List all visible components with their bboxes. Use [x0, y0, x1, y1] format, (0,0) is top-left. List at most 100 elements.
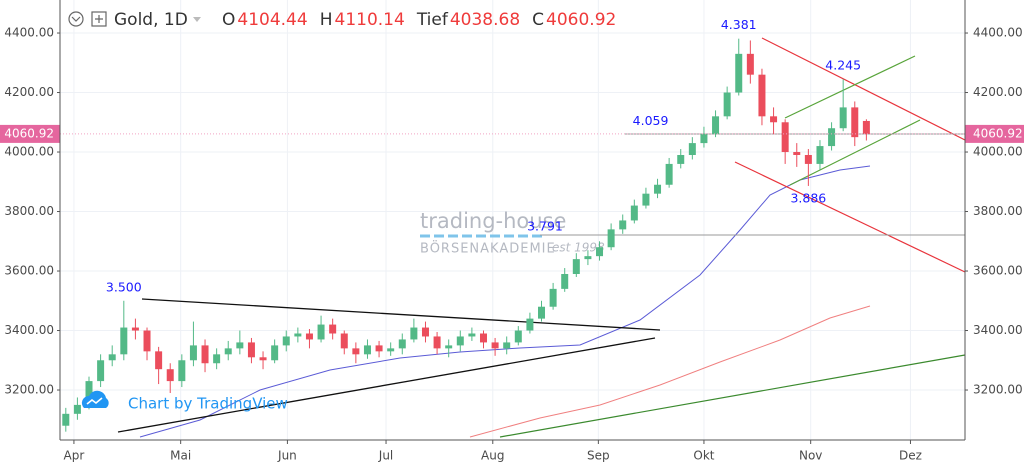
candle-body	[73, 404, 81, 414]
x-tick-label: Jun	[277, 449, 297, 463]
candle-body	[479, 333, 487, 343]
icon-collapse[interactable]	[68, 11, 84, 27]
candle-body	[816, 146, 824, 164]
candle-body	[305, 333, 313, 340]
candle-body	[607, 229, 615, 248]
candle-body	[491, 342, 499, 349]
candle-body	[839, 107, 847, 129]
y-tick-label: 3400.00	[4, 323, 54, 337]
candle-body	[340, 333, 348, 349]
x-tick-label: Jul	[378, 449, 393, 463]
candle-body	[862, 120, 870, 134]
candle-body	[282, 336, 290, 346]
candle-body	[561, 273, 569, 289]
x-tick-label: Dez	[899, 449, 922, 463]
icon-compare[interactable]	[91, 11, 107, 27]
candle-body	[619, 220, 627, 230]
watermark-brand: trading-house	[420, 209, 566, 233]
overlay: 4060.92 4060.92 3.500 4.381 4.245 3.886 4.059 3…	[0, 17, 1024, 294]
ohlc-value: 4104.44	[237, 10, 307, 30]
candle-body	[421, 327, 429, 337]
candles	[62, 38, 870, 432]
ohlc-key: C	[532, 10, 544, 30]
candle-body	[677, 154, 685, 164]
candle-body	[700, 134, 708, 144]
ohlc-key: Tief	[416, 10, 449, 30]
candle-body	[329, 324, 337, 334]
candle-body	[213, 354, 221, 364]
candle-body	[654, 184, 662, 194]
candle-body	[294, 333, 302, 337]
candle-body	[189, 345, 197, 361]
ohlc-value: 4038.68	[450, 10, 520, 30]
candle-body	[143, 330, 151, 352]
candle-body	[642, 193, 650, 206]
y-tick-label: 3200.00	[4, 383, 54, 397]
candle-body	[549, 288, 557, 307]
trend-line	[761, 37, 966, 141]
candle-body	[456, 336, 464, 346]
ohlc-header: O 4104.44 H 4110.14 Tief 4038.68 C 4060.92	[222, 10, 616, 30]
icon-compare-plus	[95, 15, 103, 23]
x-tick-label: Okt	[693, 449, 714, 463]
y-tick-label: 4400.00	[973, 26, 1023, 40]
candle-body	[746, 53, 754, 75]
ohlc-key: O	[222, 10, 235, 30]
candle-body	[514, 330, 522, 343]
icon-dropdown[interactable]	[193, 17, 201, 22]
candle-body	[770, 116, 778, 123]
candle-body	[723, 92, 731, 117]
candle-body	[352, 348, 360, 355]
annotation: 4.059	[633, 113, 669, 128]
annotation: 3.791	[527, 219, 563, 234]
candle-body	[538, 306, 546, 319]
candle-body	[851, 107, 859, 138]
candle-body	[271, 345, 279, 361]
y-tick-label: 3800.00	[4, 204, 54, 218]
watermark-sub: BÖRSENAKADEMIE	[420, 240, 556, 257]
candle-body	[62, 413, 70, 426]
x-tick-label: Aug	[481, 449, 504, 463]
candle-body	[793, 152, 801, 155]
candle-body	[363, 345, 371, 355]
candle-body	[445, 345, 453, 349]
y-tick-label: 4400.00	[4, 26, 54, 40]
candle-body	[247, 342, 255, 358]
trend-line	[789, 119, 921, 186]
trend-line	[117, 337, 656, 433]
candle-body	[317, 324, 325, 340]
trend-line	[784, 55, 916, 119]
candle-body	[758, 74, 766, 117]
price-badge	[0, 124, 60, 143]
candle-body	[688, 143, 696, 155]
candle-body	[712, 116, 720, 135]
y-tick-label: 3800.00	[973, 204, 1023, 218]
icon-collapse-arrow	[71, 16, 81, 22]
candle-body	[804, 154, 812, 164]
candle-body	[224, 348, 232, 355]
trend-line	[734, 161, 966, 273]
candle-body	[828, 128, 836, 147]
annotation: 3.500	[106, 279, 142, 294]
price-label: 4060.92	[973, 126, 1023, 140]
candle-body	[596, 247, 604, 257]
candle-body	[526, 318, 534, 331]
trend-line	[499, 354, 966, 438]
ohlc-key: H	[320, 10, 333, 30]
symbol-title[interactable]: Gold, 1D	[114, 10, 188, 30]
candle-body	[433, 336, 441, 349]
y-tick-label: 4000.00	[973, 145, 1023, 159]
candle-body	[178, 360, 186, 382]
candle-body	[468, 333, 476, 337]
annotation: 4.381	[721, 17, 757, 32]
ma-line	[469, 305, 871, 438]
grid	[60, 0, 965, 440]
y-tick-label: 3400.00	[973, 323, 1023, 337]
x-tick-label: Apr	[64, 449, 85, 463]
candle-body	[166, 369, 174, 382]
y-tick-label: 4000.00	[4, 145, 54, 159]
annotation: 3.886	[790, 190, 826, 205]
credit[interactable]: Chart by TradingView	[128, 395, 288, 413]
candle-body	[236, 342, 244, 349]
